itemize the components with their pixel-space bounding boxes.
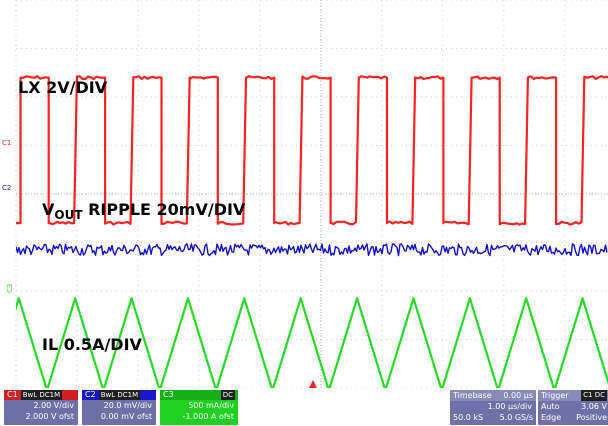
channel-markers: C1 C2 C3: [2, 139, 14, 293]
c3-marker: C3: [6, 284, 14, 293]
c1-tag: BwL DC1M: [20, 390, 63, 400]
trigger-tag: C1 DC: [581, 390, 607, 401]
trigger-type: Edge: [541, 413, 562, 422]
trigger-level: 3.06 V: [581, 402, 607, 411]
grid: [15, 0, 608, 388]
lx-label: LX 2V/DIV: [18, 78, 108, 97]
vout-label-sub: OUT: [54, 208, 83, 222]
c3-panel[interactable]: C3 DC 500 mA/div -1.000 A ofst: [160, 390, 238, 425]
c3-name: C3: [163, 390, 174, 399]
c1-panel[interactable]: C1 BwL DC1M 2.00 V/div 2.000 V ofst: [4, 390, 78, 425]
c2-marker: C2: [2, 184, 11, 192]
timebase-panel[interactable]: Timebase 0.00 µs 1.00 µs/div 50.0 kS 5.0 G…: [450, 390, 536, 425]
series-c2-trace: [16, 243, 608, 257]
trigger-mode: Auto: [541, 402, 560, 411]
oscilloscope-screen: C1 C2 C3: [2, 0, 608, 388]
timebase-label: Timebase: [453, 391, 492, 400]
timebase-value: 0.00 µs: [503, 391, 533, 400]
c1-scale: 2.00 V/div: [33, 401, 74, 410]
c2-offset: 0.00 mV ofst: [100, 412, 152, 421]
c2-tag: BwL DC1M: [98, 390, 141, 400]
vout-label-rest: RIPPLE 20mV/DIV: [82, 200, 246, 219]
c3-scale: 500 mA/div: [188, 401, 234, 410]
trigger-label: Trigger: [541, 391, 569, 400]
series-c3-trace: [16, 297, 608, 388]
series-c1-trace: [16, 75, 608, 226]
c3-tag: DC: [220, 390, 235, 400]
status-bar: C1 BwL DC1M 2.00 V/div 2.000 V ofst C2 BwL…: [0, 388, 608, 426]
timebase-samples: 50.0 kS: [453, 413, 484, 422]
trigger-panel[interactable]: Trigger C1 DC Auto 3.06 V Edge Positive: [538, 390, 608, 425]
c2-panel[interactable]: C2 BwL DC1M 20.0 mV/div 0.00 mV ofst: [82, 390, 156, 425]
vout-ripple-label: VOUT RIPPLE 20mV/DIV: [42, 200, 245, 222]
traces: [16, 75, 608, 388]
vout-label-main: V: [42, 200, 55, 219]
trigger-slope: Positive: [576, 413, 607, 422]
c3-offset: -1.000 A ofst: [182, 412, 234, 421]
timebase-rate: 5.0 GS/s: [499, 413, 533, 422]
c1-offset: 2.000 V ofst: [25, 412, 74, 421]
trigger-marker: [309, 380, 317, 388]
c2-name: C2: [85, 390, 96, 399]
il-label: IL 0.5A/DIV: [42, 335, 142, 354]
c1-name: C1: [7, 390, 18, 399]
c2-scale: 20.0 mV/div: [103, 401, 152, 410]
timebase-per-div: 1.00 µs/div: [487, 402, 532, 411]
c1-marker: C1: [2, 139, 11, 147]
